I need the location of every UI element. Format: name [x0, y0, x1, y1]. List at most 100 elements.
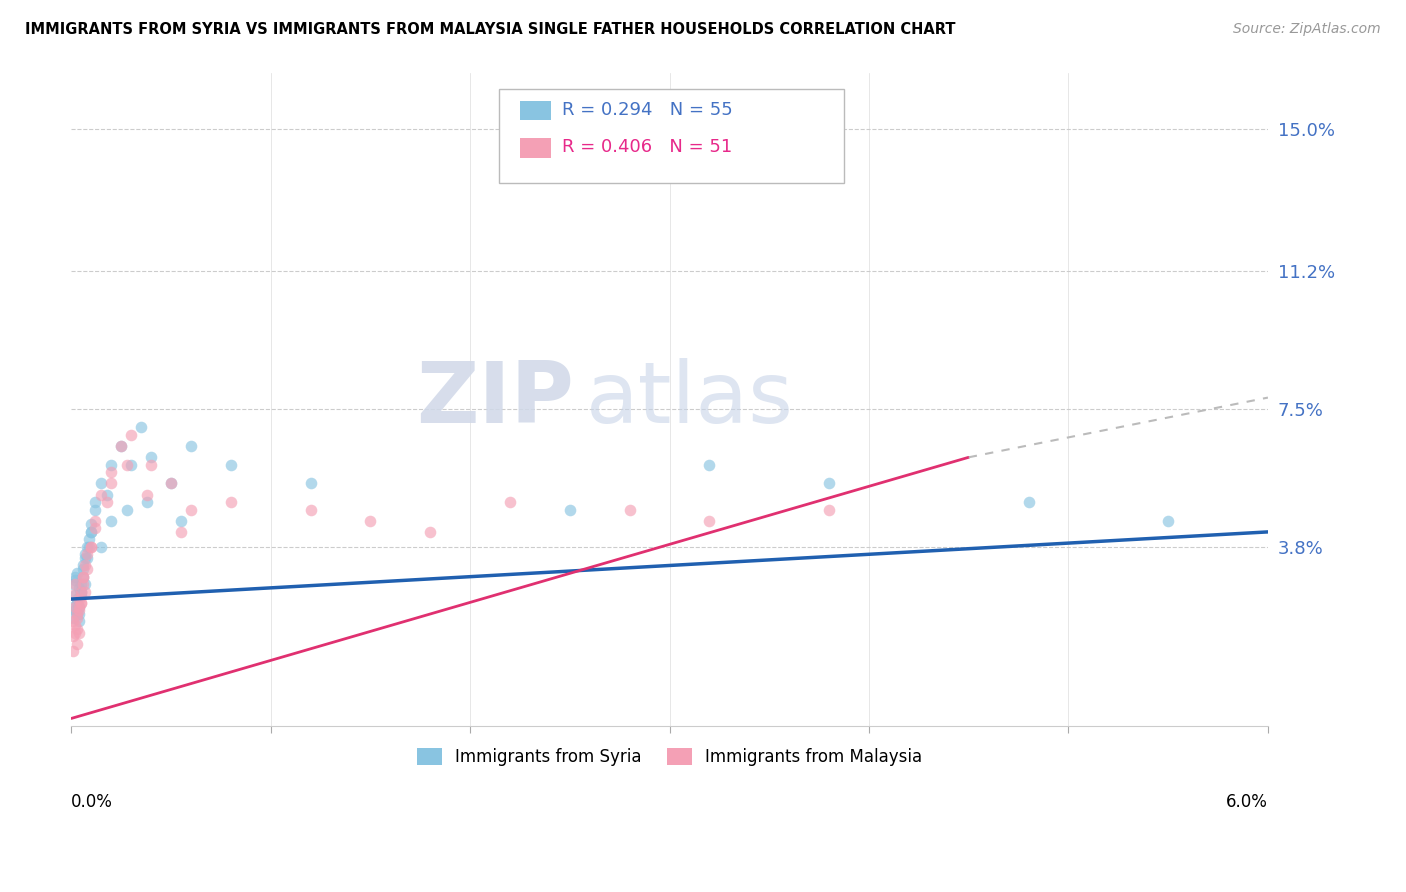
- Point: [67, 603, 90, 617]
- Point: [67, 607, 90, 621]
- Point: [65, 599, 87, 614]
- Point: [65, 618, 87, 632]
- Text: atlas: atlas: [586, 358, 794, 441]
- Point: [77, 533, 100, 547]
- Point: [359, 514, 381, 528]
- Point: [76, 562, 98, 576]
- Point: [65, 574, 87, 588]
- Point: [84, 495, 107, 509]
- Point: [65, 603, 87, 617]
- Point: [219, 458, 242, 472]
- Point: [72, 569, 94, 583]
- Point: [75, 551, 97, 566]
- Point: [67, 592, 90, 607]
- Point: [72, 562, 94, 576]
- Point: [170, 514, 193, 528]
- Point: [80, 517, 103, 532]
- Point: [699, 458, 721, 472]
- Point: [90, 540, 112, 554]
- Text: IMMIGRANTS FROM SYRIA VS IMMIGRANTS FROM MALAYSIA SINGLE FATHER HOUSEHOLDS CORRE: IMMIGRANTS FROM SYRIA VS IMMIGRANTS FROM…: [25, 22, 956, 37]
- Text: 0.0%: 0.0%: [72, 793, 112, 811]
- Point: [120, 458, 142, 472]
- Point: [84, 521, 107, 535]
- Point: [115, 502, 138, 516]
- Point: [160, 476, 183, 491]
- Point: [66, 596, 89, 610]
- Point: [67, 625, 90, 640]
- Point: [75, 547, 97, 561]
- Text: Source: ZipAtlas.com: Source: ZipAtlas.com: [1233, 22, 1381, 37]
- Point: [100, 465, 122, 479]
- Point: [80, 540, 103, 554]
- Point: [75, 577, 97, 591]
- Text: 6.0%: 6.0%: [1226, 793, 1268, 811]
- Point: [75, 558, 97, 573]
- Point: [62, 644, 84, 658]
- Point: [70, 588, 93, 602]
- Point: [96, 495, 118, 509]
- Point: [62, 615, 84, 629]
- Point: [62, 629, 84, 643]
- Point: [419, 524, 441, 539]
- Point: [120, 428, 142, 442]
- Point: [76, 540, 98, 554]
- Point: [62, 599, 84, 614]
- Point: [62, 611, 84, 625]
- Point: [72, 558, 94, 573]
- Point: [65, 625, 87, 640]
- Point: [72, 577, 94, 591]
- Point: [699, 514, 721, 528]
- Point: [100, 476, 122, 491]
- Point: [219, 495, 242, 509]
- Point: [90, 476, 112, 491]
- Point: [67, 581, 90, 595]
- Point: [66, 607, 89, 621]
- Point: [96, 487, 118, 501]
- Point: [80, 524, 103, 539]
- Point: [66, 622, 89, 636]
- Point: [77, 540, 100, 554]
- Point: [70, 596, 93, 610]
- Text: R = 0.294   N = 55: R = 0.294 N = 55: [562, 101, 733, 119]
- Point: [90, 487, 112, 501]
- Point: [67, 615, 90, 629]
- Point: [66, 637, 89, 651]
- Point: [1018, 495, 1040, 509]
- Point: [110, 439, 132, 453]
- Text: R = 0.406   N = 51: R = 0.406 N = 51: [562, 138, 733, 156]
- Point: [70, 584, 93, 599]
- Text: ZIP: ZIP: [416, 358, 574, 441]
- Point: [66, 566, 89, 580]
- Point: [70, 584, 93, 599]
- Point: [299, 476, 322, 491]
- Point: [84, 514, 107, 528]
- Point: [136, 487, 159, 501]
- Point: [80, 524, 103, 539]
- Point: [65, 588, 87, 602]
- Point: [170, 524, 193, 539]
- Point: [75, 584, 97, 599]
- Point: [129, 420, 152, 434]
- Point: [72, 569, 94, 583]
- Point: [70, 577, 93, 591]
- Legend: Immigrants from Syria, Immigrants from Malaysia: Immigrants from Syria, Immigrants from M…: [411, 741, 929, 773]
- Point: [160, 476, 183, 491]
- Point: [70, 596, 93, 610]
- Point: [136, 495, 159, 509]
- Point: [299, 502, 322, 516]
- Point: [818, 476, 841, 491]
- Point: [139, 450, 162, 465]
- Point: [100, 458, 122, 472]
- Point: [110, 439, 132, 453]
- Point: [115, 458, 138, 472]
- Point: [62, 588, 84, 602]
- Point: [65, 577, 87, 591]
- Point: [558, 502, 581, 516]
- Point: [100, 514, 122, 528]
- Point: [180, 502, 202, 516]
- Point: [619, 502, 641, 516]
- Point: [499, 495, 522, 509]
- Point: [66, 607, 89, 621]
- Point: [62, 577, 84, 591]
- Point: [84, 502, 107, 516]
